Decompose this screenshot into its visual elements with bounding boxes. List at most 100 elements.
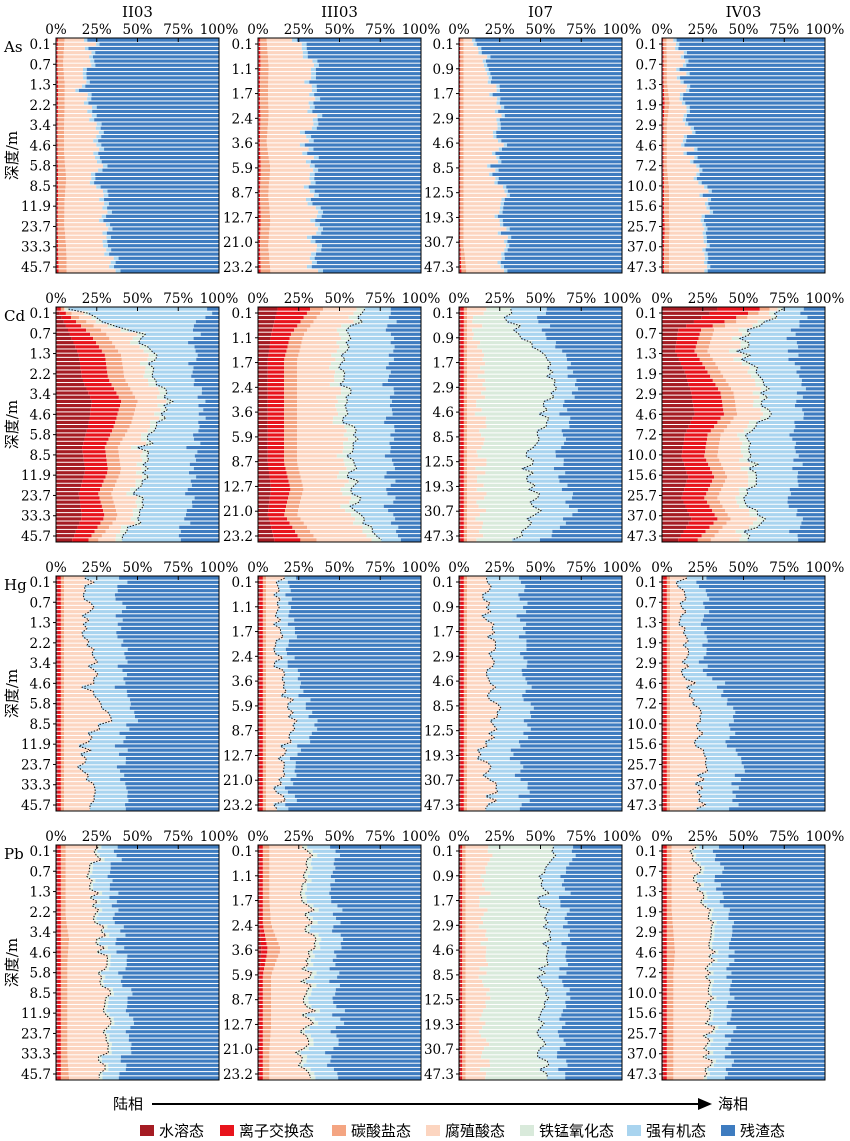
bar-segment-离子交换态 (459, 156, 461, 160)
bar-segment-碳酸盐态 (260, 72, 269, 76)
bar-segment-腐殖酸态 (266, 576, 285, 580)
bar-segment-碳酸盐态 (60, 807, 65, 811)
bar-segment-强有机态 (688, 664, 708, 668)
bar-segment-水溶态 (662, 483, 686, 487)
x-tick-label: 75% (566, 291, 596, 307)
bar-segment-腐殖酸态 (666, 151, 684, 155)
bar-segment-碳酸盐态 (295, 529, 311, 534)
bar-segment-铁锰氧化态 (475, 517, 528, 521)
bar-segment-铁锰氧化态 (752, 324, 761, 328)
bar-segment-铁锰氧化态 (97, 900, 101, 904)
bar-segment-腐殖酸态 (268, 185, 304, 189)
bar-segment-铁锰氧化态 (757, 517, 766, 521)
bar-segment-残渣态 (788, 504, 825, 508)
bar-segment-强有机态 (496, 156, 500, 160)
bar-segment-残渣态 (125, 782, 219, 786)
bar-segment-离子交换态 (663, 589, 667, 593)
bar-segment-离子交换态 (662, 105, 665, 109)
bar-segment-离子交换态 (56, 143, 58, 147)
bar-segment-离子交换态 (258, 231, 261, 235)
bar-segment-碳酸盐态 (60, 794, 65, 798)
bar-segment-残渣态 (321, 231, 421, 235)
panel-As-II03: 0% 25% 50% 75% 100%0.10.71.32.23.44.65.88.51… (21, 22, 239, 276)
bar-segment-离子交换态 (258, 164, 261, 168)
bar-segment-残渣态 (129, 1013, 219, 1017)
bar-segment-水溶态 (662, 807, 664, 811)
bar-segment-碳酸盐态 (285, 353, 299, 357)
bar-segment-水溶态 (258, 508, 269, 513)
bar-segment-残渣态 (130, 698, 219, 702)
bar-segment-离子交换态 (82, 450, 106, 454)
bar-segment-水溶态 (56, 631, 58, 635)
bar-segment-腐殖酸态 (670, 626, 686, 631)
bar-segment-水溶态 (662, 698, 664, 702)
bar-segment-强有机态 (89, 807, 126, 811)
bar-segment-强有机态 (526, 454, 556, 458)
bar-segment-腐殖酸态 (721, 487, 739, 492)
bar-segment-碳酸盐态 (58, 93, 65, 97)
bar-segment-强有机态 (288, 714, 309, 719)
bar-segment-离子交换态 (259, 580, 263, 584)
bar-segment-腐殖酸态 (64, 694, 95, 698)
bar-segment-碳酸盐态 (460, 168, 464, 172)
bar-segment-腐殖酸态 (467, 622, 494, 626)
bar-segment-离子交换态 (258, 185, 261, 189)
bar-segment-碳酸盐态 (463, 471, 468, 475)
bar-segment-残渣态 (114, 744, 219, 748)
bar-segment-水溶态 (662, 534, 681, 538)
bar-segment-强有机态 (698, 181, 702, 185)
bar-segment-水溶态 (662, 529, 684, 534)
bar-segment-腐殖酸态 (670, 698, 695, 702)
bar-segment-铁锰氧化态 (148, 378, 157, 383)
x-tick-label: 100% (603, 560, 642, 576)
bar-segment-腐殖酸态 (670, 631, 684, 635)
bar-segment-铁锰氧化态 (474, 412, 540, 416)
bar-segment-离子交换态 (56, 206, 58, 210)
bar-segment-水溶态 (56, 988, 58, 992)
bar-segment-残渣态 (189, 462, 219, 466)
bar-segment-腐殖酸态 (67, 971, 98, 975)
bar-segment-腐殖酸态 (670, 723, 697, 727)
bar-segment-碳酸盐态 (116, 416, 133, 420)
bar-segment-离子交换态 (663, 740, 667, 744)
bar-segment-离子交换态 (57, 748, 61, 752)
bar-segment-碳酸盐态 (260, 42, 268, 46)
bar-segment-腐殖酸态 (270, 269, 319, 273)
bar-segment-水溶态 (662, 362, 681, 366)
bar-segment-残渣态 (519, 576, 622, 580)
bar-segment-残渣态 (511, 235, 622, 239)
bar-segment-离子交换态 (663, 706, 667, 710)
bar-segment-腐殖酸态 (266, 761, 285, 765)
bar-segment-腐殖酸态 (467, 412, 475, 416)
bar-segment-残渣态 (394, 429, 421, 433)
bar-segment-残渣态 (798, 483, 825, 487)
bar-segment-强有机态 (540, 349, 563, 353)
bar-segment-残渣态 (394, 336, 421, 341)
bar-segment-离子交换态 (663, 673, 667, 677)
bar-segment-铁锰氧化态 (91, 315, 97, 320)
bar-segment-水溶态 (662, 378, 688, 383)
bar-segment-水溶态 (662, 492, 683, 496)
bar-segment-强有机态 (703, 239, 707, 244)
bar-segment-强有机态 (359, 500, 394, 504)
bar-segment-强有机态 (492, 664, 527, 668)
bar-segment-残渣态 (503, 223, 622, 227)
bar-segment-碳酸盐态 (666, 652, 671, 656)
bar-segment-水溶态 (459, 601, 461, 605)
bar-segment-水溶态 (56, 391, 89, 395)
bar-segment-强有机态 (746, 328, 791, 332)
bar-segment-腐殖酸态 (65, 895, 90, 900)
bar-segment-残渣态 (127, 580, 219, 584)
bar-segment-强有机态 (497, 126, 501, 130)
bar-segment-离子交换态 (57, 782, 61, 786)
depth-tick-label: 5.8 (30, 697, 51, 713)
bar-segment-残渣态 (562, 349, 622, 353)
bar-segment-强有机态 (95, 790, 128, 794)
bar-segment-强有机态 (137, 517, 185, 521)
bar-segment-腐殖酸态 (669, 252, 705, 256)
bar-segment-离子交换态 (84, 462, 108, 466)
bar-segment-碳酸盐态 (706, 500, 721, 504)
bar-segment-碳酸盐态 (694, 349, 708, 353)
bar-segment-离子交换态 (459, 67, 461, 72)
bar-segment-强有机态 (307, 202, 313, 206)
